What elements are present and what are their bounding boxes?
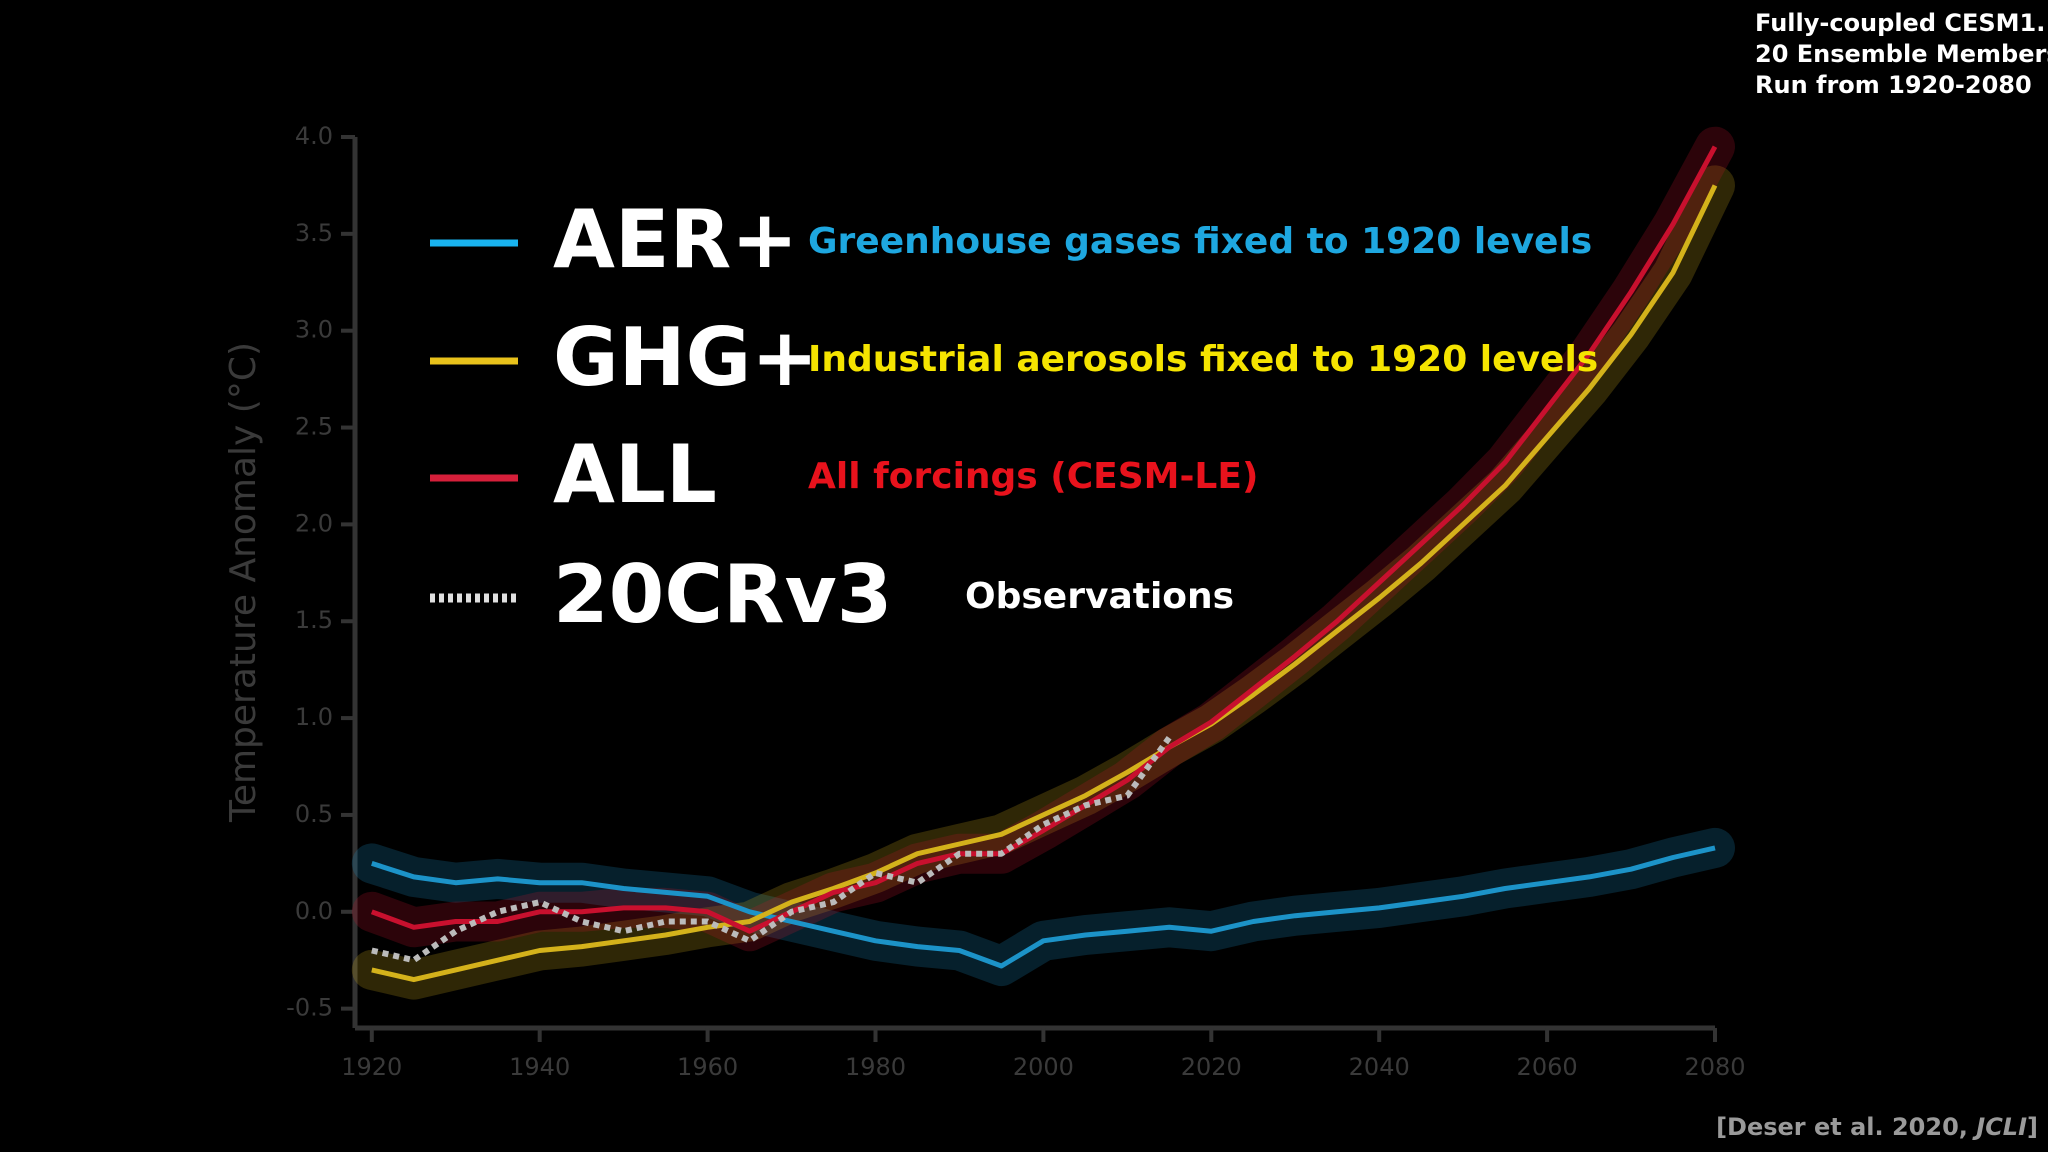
series-line: [370, 145, 1718, 934]
legend-description: Greenhouse gases fixed to 1920 levels: [808, 221, 1592, 262]
legend-description: Industrial aerosols fixed to 1920 levels: [808, 339, 1598, 380]
x-tick-label: 2080: [1684, 1053, 1745, 1081]
legend-description: Observations: [965, 576, 1234, 617]
y-tick-label: 3.0: [295, 316, 333, 344]
citation: [Deser et al. 2020, JCLI]: [1716, 1113, 2038, 1141]
x-tick-label: 2000: [1013, 1053, 1074, 1081]
plot-area: -0.5 0.0 0.5 1.0 1.5 2.0 2.5 3.0 3.5 4.0 1920 1940 1…: [286, 122, 1745, 1081]
x-tick-label: 2020: [1181, 1053, 1242, 1081]
y-tick-label: 2.5: [295, 413, 333, 441]
y-tick-label: 1.5: [295, 606, 333, 634]
series-line: [371, 845, 1716, 969]
legend-label: AER+: [553, 193, 798, 286]
series-line: [371, 735, 1172, 964]
x-tick-label: 1920: [341, 1053, 402, 1081]
y-tick-label: 0.5: [295, 800, 333, 828]
legend-description: All forcings (CESM-LE): [808, 456, 1258, 497]
x-tick-label: 1960: [677, 1053, 738, 1081]
citation-text: ]: [2027, 1113, 2038, 1141]
y-tick-label: 1.0: [295, 703, 333, 731]
note-line: Fully-coupled CESM1.1: [1755, 9, 2048, 37]
y-axis-label: Temperature Anomaly (°C): [223, 342, 264, 823]
y-tick-label: 0.0: [295, 897, 333, 925]
x-tick-label: 1940: [509, 1053, 570, 1081]
x-tick-label: 1980: [845, 1053, 906, 1081]
note-line: Run from 1920-2080: [1755, 71, 2032, 99]
y-tick-label: 2.0: [295, 509, 333, 537]
y-tick-label: 4.0: [295, 122, 333, 150]
legend: AER+ Greenhouse gases fixed to 1920 level…: [430, 193, 1598, 641]
y-tick-label: 3.5: [295, 219, 333, 247]
citation-journal: JCLI: [1972, 1113, 2027, 1141]
series-line: [371, 184, 1718, 983]
y-tick-label: -0.5: [286, 994, 333, 1022]
legend-label: ALL: [553, 428, 717, 521]
x-tick-label: 2040: [1349, 1053, 1410, 1081]
note-line: 20 Ensemble Members: [1755, 40, 2048, 68]
citation-text: [Deser et al. 2020,: [1716, 1113, 1976, 1141]
legend-label: GHG+: [553, 311, 818, 404]
x-tick-label: 2060: [1517, 1053, 1578, 1081]
legend-label: 20CRv3: [553, 548, 892, 641]
